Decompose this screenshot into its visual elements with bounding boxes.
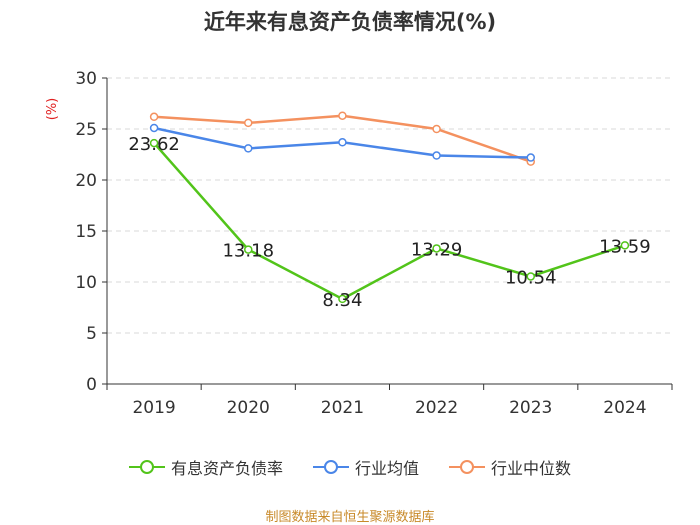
y-tick-label: 10 [75,273,97,293]
x-tick-label: 2021 [321,398,364,418]
legend-label: 行业均值 [354,459,419,478]
legend-line-marker-icon [449,460,485,474]
legend-item-interest-debt-ratio[interactable]: 有息资产负债率 [128,455,283,479]
legend-item-industry-median[interactable]: 行业中位数 [449,455,571,479]
grid-lines [107,77,672,334]
y-axis-label: (%) [45,98,60,121]
y-tick-label: 5 [86,324,97,344]
data-point [149,138,159,148]
y-tick-label: 0 [86,375,97,395]
y-tick-label: 25 [75,120,97,140]
data-point [338,111,347,120]
x-tick-label: 2022 [415,398,458,418]
x-tick-label: 2020 [227,398,270,418]
data-label: 23.62 [128,134,180,155]
data-point [526,153,535,162]
series-layer [149,111,630,304]
legend-item-industry-average[interactable]: 行业均值 [312,455,419,479]
data-point [338,138,347,147]
data-label: 10.54 [505,267,557,288]
data-point [526,272,535,281]
data-point [244,245,253,254]
legend: 有息资产负债率 行业均值 行业中位数 [0,455,700,479]
axes: 0 5 10 15 20 25 30 2019 2020 2021 2022 2023 2024 [75,69,673,418]
source-note: 制图数据来自恒生聚源数据库 [265,510,435,525]
series-line-0 [153,142,626,301]
legend-line-marker-icon [128,460,165,474]
legend-label: 有息资产负债率 [170,459,283,478]
data-labels: 23.62 13.18 8.34 13.29 10.54 13.59 [128,134,650,311]
data-point [620,241,630,250]
legend-line-marker-icon [312,460,349,474]
data-point [338,294,347,304]
x-tick-label: 2019 [132,398,175,418]
data-label: 8.34 [322,290,362,311]
legend-label: 行业中位数 [491,459,572,478]
x-tick-label: 2023 [509,398,552,418]
y-tick-label: 15 [75,222,97,242]
y-tick-label: 20 [75,171,97,191]
data-point [432,124,441,134]
data-point [149,112,159,122]
data-label: 13.59 [599,236,651,257]
x-tick-label: 2024 [603,398,646,418]
chart-title: 近年来有息资产负债率情况(%) [203,10,497,34]
data-point [244,144,253,153]
data-point [432,151,441,160]
data-label: 13.29 [411,239,463,260]
data-point [149,123,159,133]
data-label: 13.18 [222,241,274,262]
data-point [244,118,253,128]
y-tick-label: 30 [75,69,97,89]
data-point [432,244,441,253]
